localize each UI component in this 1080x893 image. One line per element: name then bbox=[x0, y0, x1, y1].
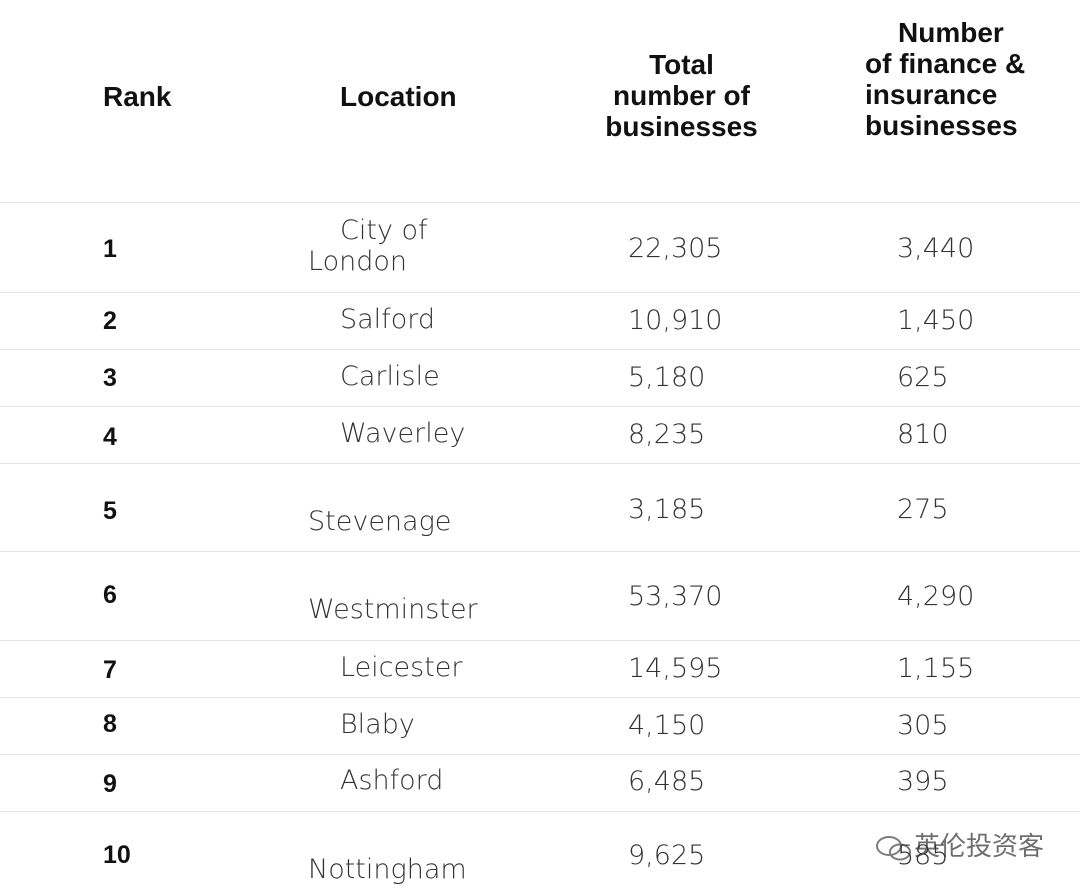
row-rule bbox=[0, 551, 1080, 552]
row-rule bbox=[0, 292, 1080, 293]
total-businesses: 3,185 bbox=[628, 494, 706, 525]
finance-businesses: 395 bbox=[897, 766, 949, 797]
location: Westminster bbox=[308, 594, 478, 625]
finance-businesses: 3,440 bbox=[897, 233, 975, 264]
total-businesses: 22,305 bbox=[628, 233, 723, 264]
total-businesses: 10,910 bbox=[628, 305, 723, 336]
row-rule bbox=[0, 406, 1080, 407]
total-businesses: 9,625 bbox=[628, 840, 706, 871]
row-rule bbox=[0, 811, 1080, 812]
location: Salford bbox=[340, 304, 435, 335]
finance-businesses: 275 bbox=[897, 494, 949, 525]
header-location: Location bbox=[340, 81, 457, 112]
total-businesses: 5,180 bbox=[628, 362, 706, 393]
rank: 1 bbox=[103, 235, 117, 263]
rank: 3 bbox=[103, 364, 117, 392]
total-businesses: 14,595 bbox=[628, 653, 723, 684]
rank: 7 bbox=[103, 656, 117, 684]
finance-businesses: 1,155 bbox=[897, 653, 975, 684]
location: Ashford bbox=[340, 765, 444, 796]
location: Nottingham bbox=[308, 854, 467, 885]
header-total: Total number of businesses bbox=[605, 49, 758, 142]
finance-businesses: 625 bbox=[897, 362, 949, 393]
rank: 4 bbox=[103, 423, 117, 451]
finance-businesses: 4,290 bbox=[897, 581, 975, 612]
total-businesses: 4,150 bbox=[628, 710, 706, 741]
row-rule bbox=[0, 697, 1080, 698]
finance-businesses: 810 bbox=[897, 419, 949, 450]
finance-businesses: 1,450 bbox=[897, 305, 975, 336]
header-finance: Number of finance & insurance businesses bbox=[865, 17, 1026, 141]
watermark-text: 英伦投资客 bbox=[913, 832, 1044, 862]
finance-businesses: 585 bbox=[897, 840, 949, 871]
rank: 5 bbox=[103, 497, 117, 525]
rank: 8 bbox=[103, 710, 117, 738]
location: City of London bbox=[308, 215, 428, 277]
row-rule bbox=[0, 754, 1080, 755]
finance-businesses: 305 bbox=[897, 710, 949, 741]
location: Leicester bbox=[340, 652, 463, 683]
rank: 10 bbox=[103, 841, 131, 869]
watermark: 英伦投资客 bbox=[874, 826, 1044, 863]
row-rule bbox=[0, 349, 1080, 350]
total-businesses: 53,370 bbox=[628, 581, 723, 612]
row-rule bbox=[0, 640, 1080, 641]
rank: 9 bbox=[103, 770, 117, 798]
location: Blaby bbox=[340, 709, 415, 740]
location: Waverley bbox=[340, 418, 466, 449]
rank: 2 bbox=[103, 307, 117, 335]
location: Stevenage bbox=[308, 506, 452, 537]
header-rank: Rank bbox=[103, 81, 172, 112]
location: Carlisle bbox=[340, 361, 440, 392]
rank: 6 bbox=[103, 581, 117, 609]
header-rule bbox=[0, 202, 1080, 203]
row-rule bbox=[0, 463, 1080, 464]
total-businesses: 6,485 bbox=[628, 766, 706, 797]
total-businesses: 8,235 bbox=[628, 419, 706, 450]
wechat-icon bbox=[875, 835, 911, 860]
